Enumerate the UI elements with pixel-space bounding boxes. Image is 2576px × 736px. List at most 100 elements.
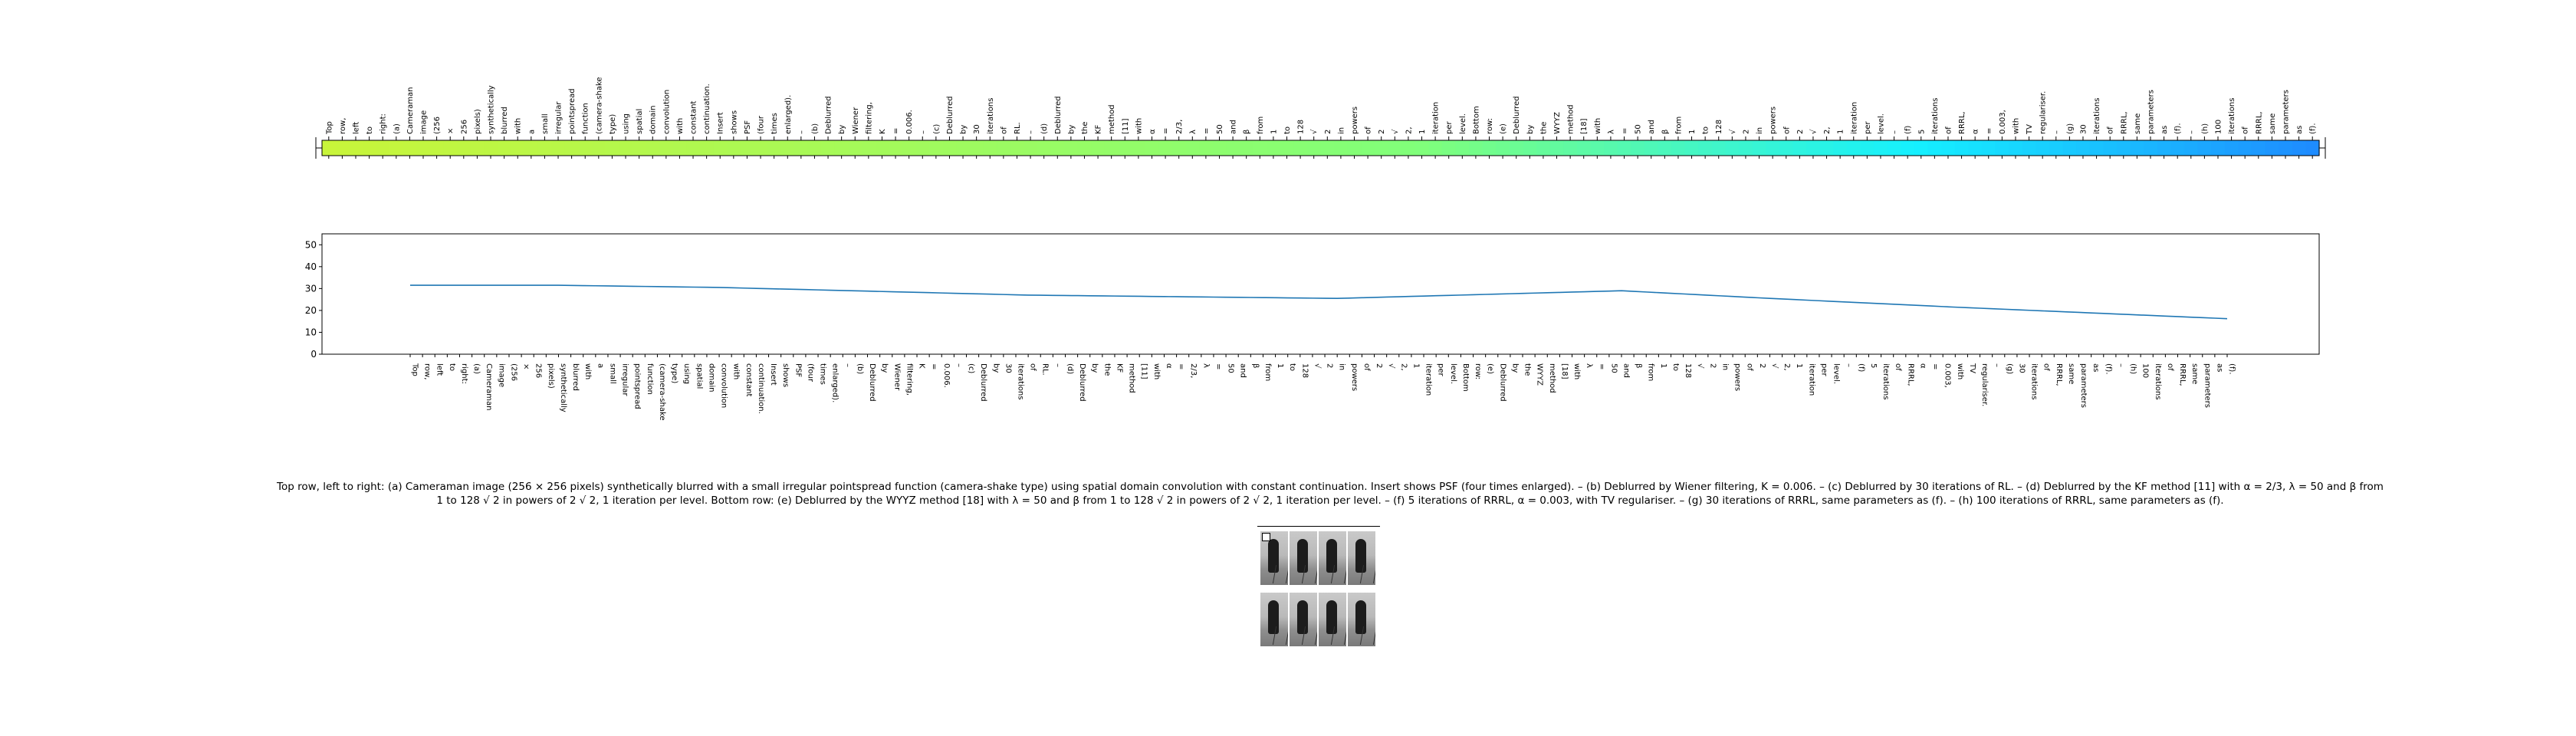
y-tick-label: 50 bbox=[305, 239, 317, 250]
heat-cell bbox=[686, 140, 701, 156]
heat-cell bbox=[915, 140, 930, 156]
x-tick-label: √ bbox=[1770, 363, 1779, 369]
x-tick-label: parameters bbox=[2203, 363, 2211, 408]
tripod-shape bbox=[1359, 626, 1375, 645]
heat-cell bbox=[1374, 140, 1389, 156]
heat-tick-label: by bbox=[838, 125, 846, 134]
heat-tick-label: 2/3, bbox=[1175, 120, 1184, 134]
heat-tick-label: shows bbox=[730, 110, 738, 134]
x-tick-label: per bbox=[1437, 363, 1445, 377]
heat-tick-label: by bbox=[1526, 125, 1535, 134]
heat-tick-label: Bottom bbox=[1472, 106, 1480, 134]
x-tick-label: with bbox=[1956, 363, 1964, 380]
heat-cell bbox=[1171, 140, 1187, 156]
heatmap-strip-chart: Top row, left to right: (a) Cameraman image (256… bbox=[315, 77, 2326, 159]
heat-cell bbox=[632, 140, 647, 156]
heat-cell bbox=[578, 140, 593, 156]
heat-tick-label: √ bbox=[1809, 129, 1818, 134]
thumbnail-image bbox=[1260, 531, 1288, 585]
x-tick-label: the bbox=[1102, 363, 1111, 376]
heat-cell bbox=[862, 140, 876, 156]
heat-cell bbox=[1536, 140, 1551, 156]
heat-tick-label: continuation. bbox=[703, 84, 711, 134]
heat-tick-label: level. bbox=[1877, 113, 1885, 134]
thumbnail-image bbox=[1348, 593, 1375, 646]
x-tick-label: = bbox=[1931, 363, 1940, 370]
x-tick-label: with bbox=[732, 363, 741, 380]
x-tick-label: to bbox=[1671, 363, 1680, 371]
heat-cell bbox=[2089, 140, 2104, 156]
heat-strip-frame bbox=[321, 140, 2320, 156]
x-tick-label: 30 bbox=[2017, 363, 2026, 373]
x-tick-label: Cameraman bbox=[485, 363, 493, 410]
heat-cell bbox=[2009, 140, 2023, 156]
heat-tick-label: √ bbox=[1392, 129, 1400, 134]
heat-cell bbox=[1145, 140, 1159, 156]
heat-cell bbox=[902, 140, 917, 156]
y-tick-label: 30 bbox=[305, 283, 317, 294]
heat-cell bbox=[2157, 140, 2171, 156]
heat-tick-label: √ bbox=[1310, 129, 1319, 134]
heat-tick-label: iterations bbox=[1931, 98, 1940, 134]
x-tick-label: 2, bbox=[1399, 363, 1408, 371]
x-tick-label: √ bbox=[1696, 363, 1704, 369]
heat-tick-label: level. bbox=[1459, 113, 1467, 134]
x-tick-label: Wiener bbox=[892, 363, 901, 391]
x-tick-label: with bbox=[1152, 363, 1161, 380]
heat-tick-label: 100 bbox=[2214, 120, 2223, 134]
x-tick-label: by bbox=[1090, 363, 1099, 373]
x-tick-label: Deblurred bbox=[1498, 363, 1506, 402]
heat-cell bbox=[335, 140, 350, 156]
heat-cell bbox=[2183, 140, 2199, 156]
x-tick-label: PSF bbox=[794, 363, 802, 377]
heat-tick-label: same bbox=[2269, 113, 2277, 134]
x-tick-label: (camera-shake bbox=[658, 363, 666, 421]
heat-cell bbox=[1010, 140, 1024, 156]
heat-cell bbox=[2292, 140, 2306, 156]
tripod-shape bbox=[1272, 626, 1288, 645]
heat-tick-label: K bbox=[879, 129, 887, 134]
x-tick-label: RL. bbox=[1041, 363, 1050, 376]
heat-tick-label: RL. bbox=[1014, 122, 1022, 134]
heat-cell bbox=[2130, 140, 2144, 156]
heat-cell bbox=[794, 140, 809, 156]
figure-silhouette bbox=[1355, 539, 1366, 573]
tripod-shape bbox=[1301, 565, 1317, 583]
heat-tick-label: 1 bbox=[1837, 130, 1845, 134]
x-tick-label: iterations bbox=[2154, 363, 2162, 399]
heat-tick-label: Deblurred bbox=[1054, 96, 1063, 134]
heat-tick-label: right: bbox=[380, 113, 388, 134]
heat-cell bbox=[1469, 140, 1484, 156]
heat-tick-label: (b) bbox=[811, 123, 820, 134]
y-tick-label: 10 bbox=[305, 327, 317, 337]
heat-cell bbox=[1658, 140, 1672, 156]
x-tick-label: (f) bbox=[1857, 363, 1865, 372]
x-tick-label: powers bbox=[1350, 363, 1359, 391]
heat-tick-label: with bbox=[2012, 118, 2020, 134]
x-tick-label: with bbox=[1572, 363, 1581, 380]
heat-cell bbox=[1253, 140, 1267, 156]
heat-cell bbox=[969, 140, 984, 156]
heat-tick-label: parameters bbox=[2282, 90, 2291, 134]
heat-tick-label: by bbox=[1067, 125, 1076, 134]
heat-cell bbox=[2211, 140, 2226, 156]
x-tick-label: RRRL, bbox=[2055, 363, 2063, 386]
heat-cell bbox=[834, 140, 849, 156]
x-tick-label: of bbox=[2166, 363, 2174, 371]
heat-cell bbox=[1914, 140, 1929, 156]
heat-tick-label: 1 bbox=[1418, 130, 1427, 134]
heat-cell bbox=[875, 140, 889, 156]
heat-cell bbox=[1414, 140, 1429, 156]
x-tick-label: WYYZ bbox=[1536, 363, 1544, 386]
heat-tick-label: = bbox=[892, 128, 901, 134]
heat-cell bbox=[1050, 140, 1065, 156]
heat-cell bbox=[1766, 140, 1780, 156]
heat-tick-label: (256 bbox=[433, 117, 442, 134]
heat-tick-label: – bbox=[919, 130, 928, 134]
heat-tick-label: with bbox=[1135, 118, 1143, 134]
heat-cell bbox=[2049, 140, 2064, 156]
plot-frame bbox=[321, 233, 2320, 355]
heat-tick-label: 0.003, bbox=[1999, 110, 2007, 134]
x-tick-label: KF bbox=[1115, 363, 1123, 373]
figure-silhouette bbox=[1268, 600, 1279, 634]
